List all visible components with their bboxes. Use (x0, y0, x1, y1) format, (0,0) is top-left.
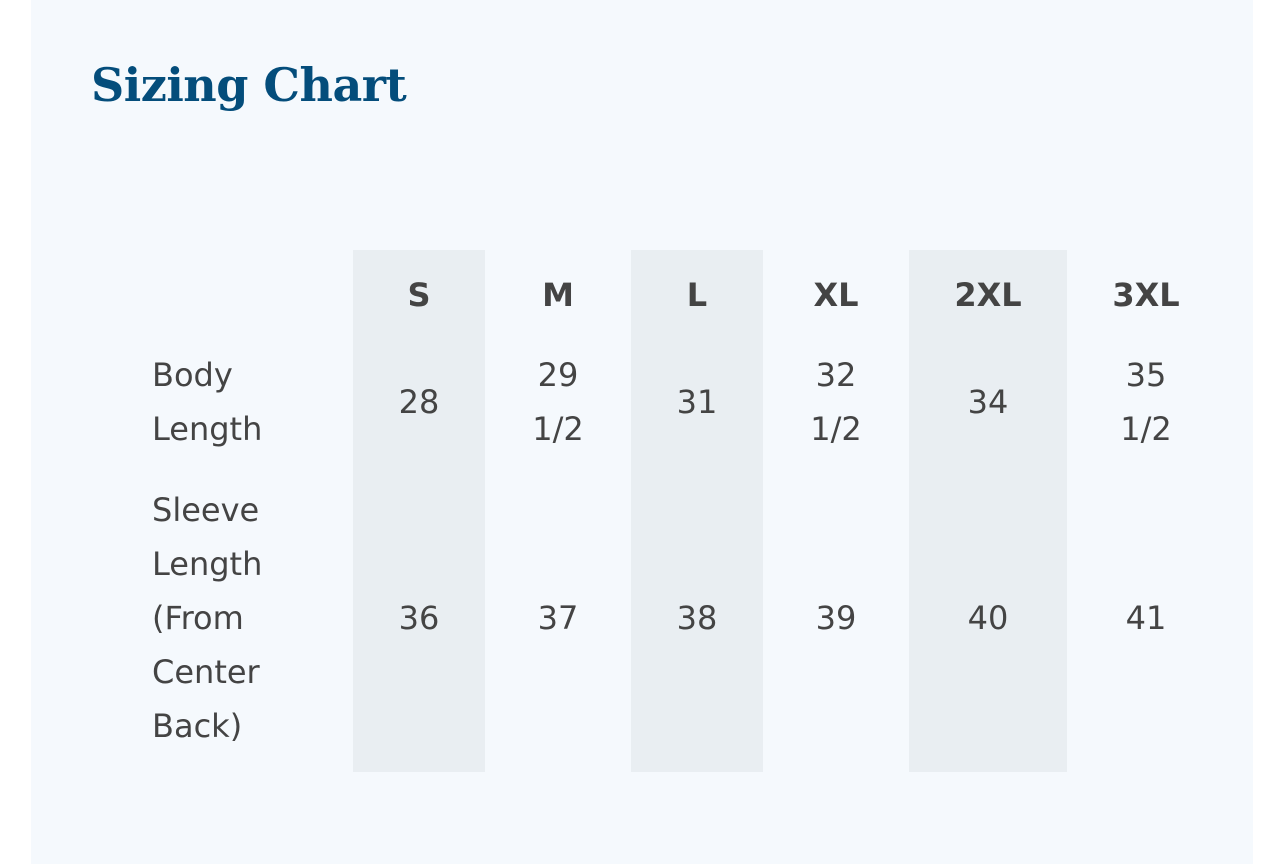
row-label: Body Length (152, 356, 263, 448)
cell: 41 (1125, 599, 1167, 637)
cell: 34 (909, 340, 1067, 464)
cell: 32 1/2 (810, 356, 862, 448)
cell: 40 (909, 464, 1067, 772)
header-size-m: M (542, 276, 574, 314)
cell: 37 (537, 599, 579, 637)
header-empty (120, 250, 353, 340)
header-size-3xl: 3XL (1112, 276, 1180, 314)
header-row: S M L XL 2XL 3XL (120, 250, 1225, 340)
cell: 28 (353, 340, 485, 464)
cell: 39 (815, 599, 857, 637)
table-row: Body Length 28 29 1/2 31 32 1/2 34 35 1/… (120, 340, 1225, 464)
page-title: Sizing Chart (91, 58, 407, 112)
header-size-l: L (631, 250, 763, 340)
cell: 36 (353, 464, 485, 772)
cell: 31 (631, 340, 763, 464)
table-row: Sleeve Length (From Center Back) 36 37 3… (120, 464, 1225, 772)
sizing-table: S M L XL 2XL 3XL Body Length 28 29 1/2 3… (120, 250, 1225, 772)
header-size-s: S (353, 250, 485, 340)
sizing-chart-panel: Sizing Chart S M L XL 2XL 3XL Body Lengt… (31, 0, 1253, 864)
cell: 38 (631, 464, 763, 772)
cell: 29 1/2 (532, 356, 584, 448)
header-size-2xl: 2XL (909, 250, 1067, 340)
header-size-xl: XL (813, 276, 859, 314)
cell: 35 1/2 (1120, 356, 1172, 448)
row-label: Sleeve Length (From Center Back) (152, 491, 263, 745)
